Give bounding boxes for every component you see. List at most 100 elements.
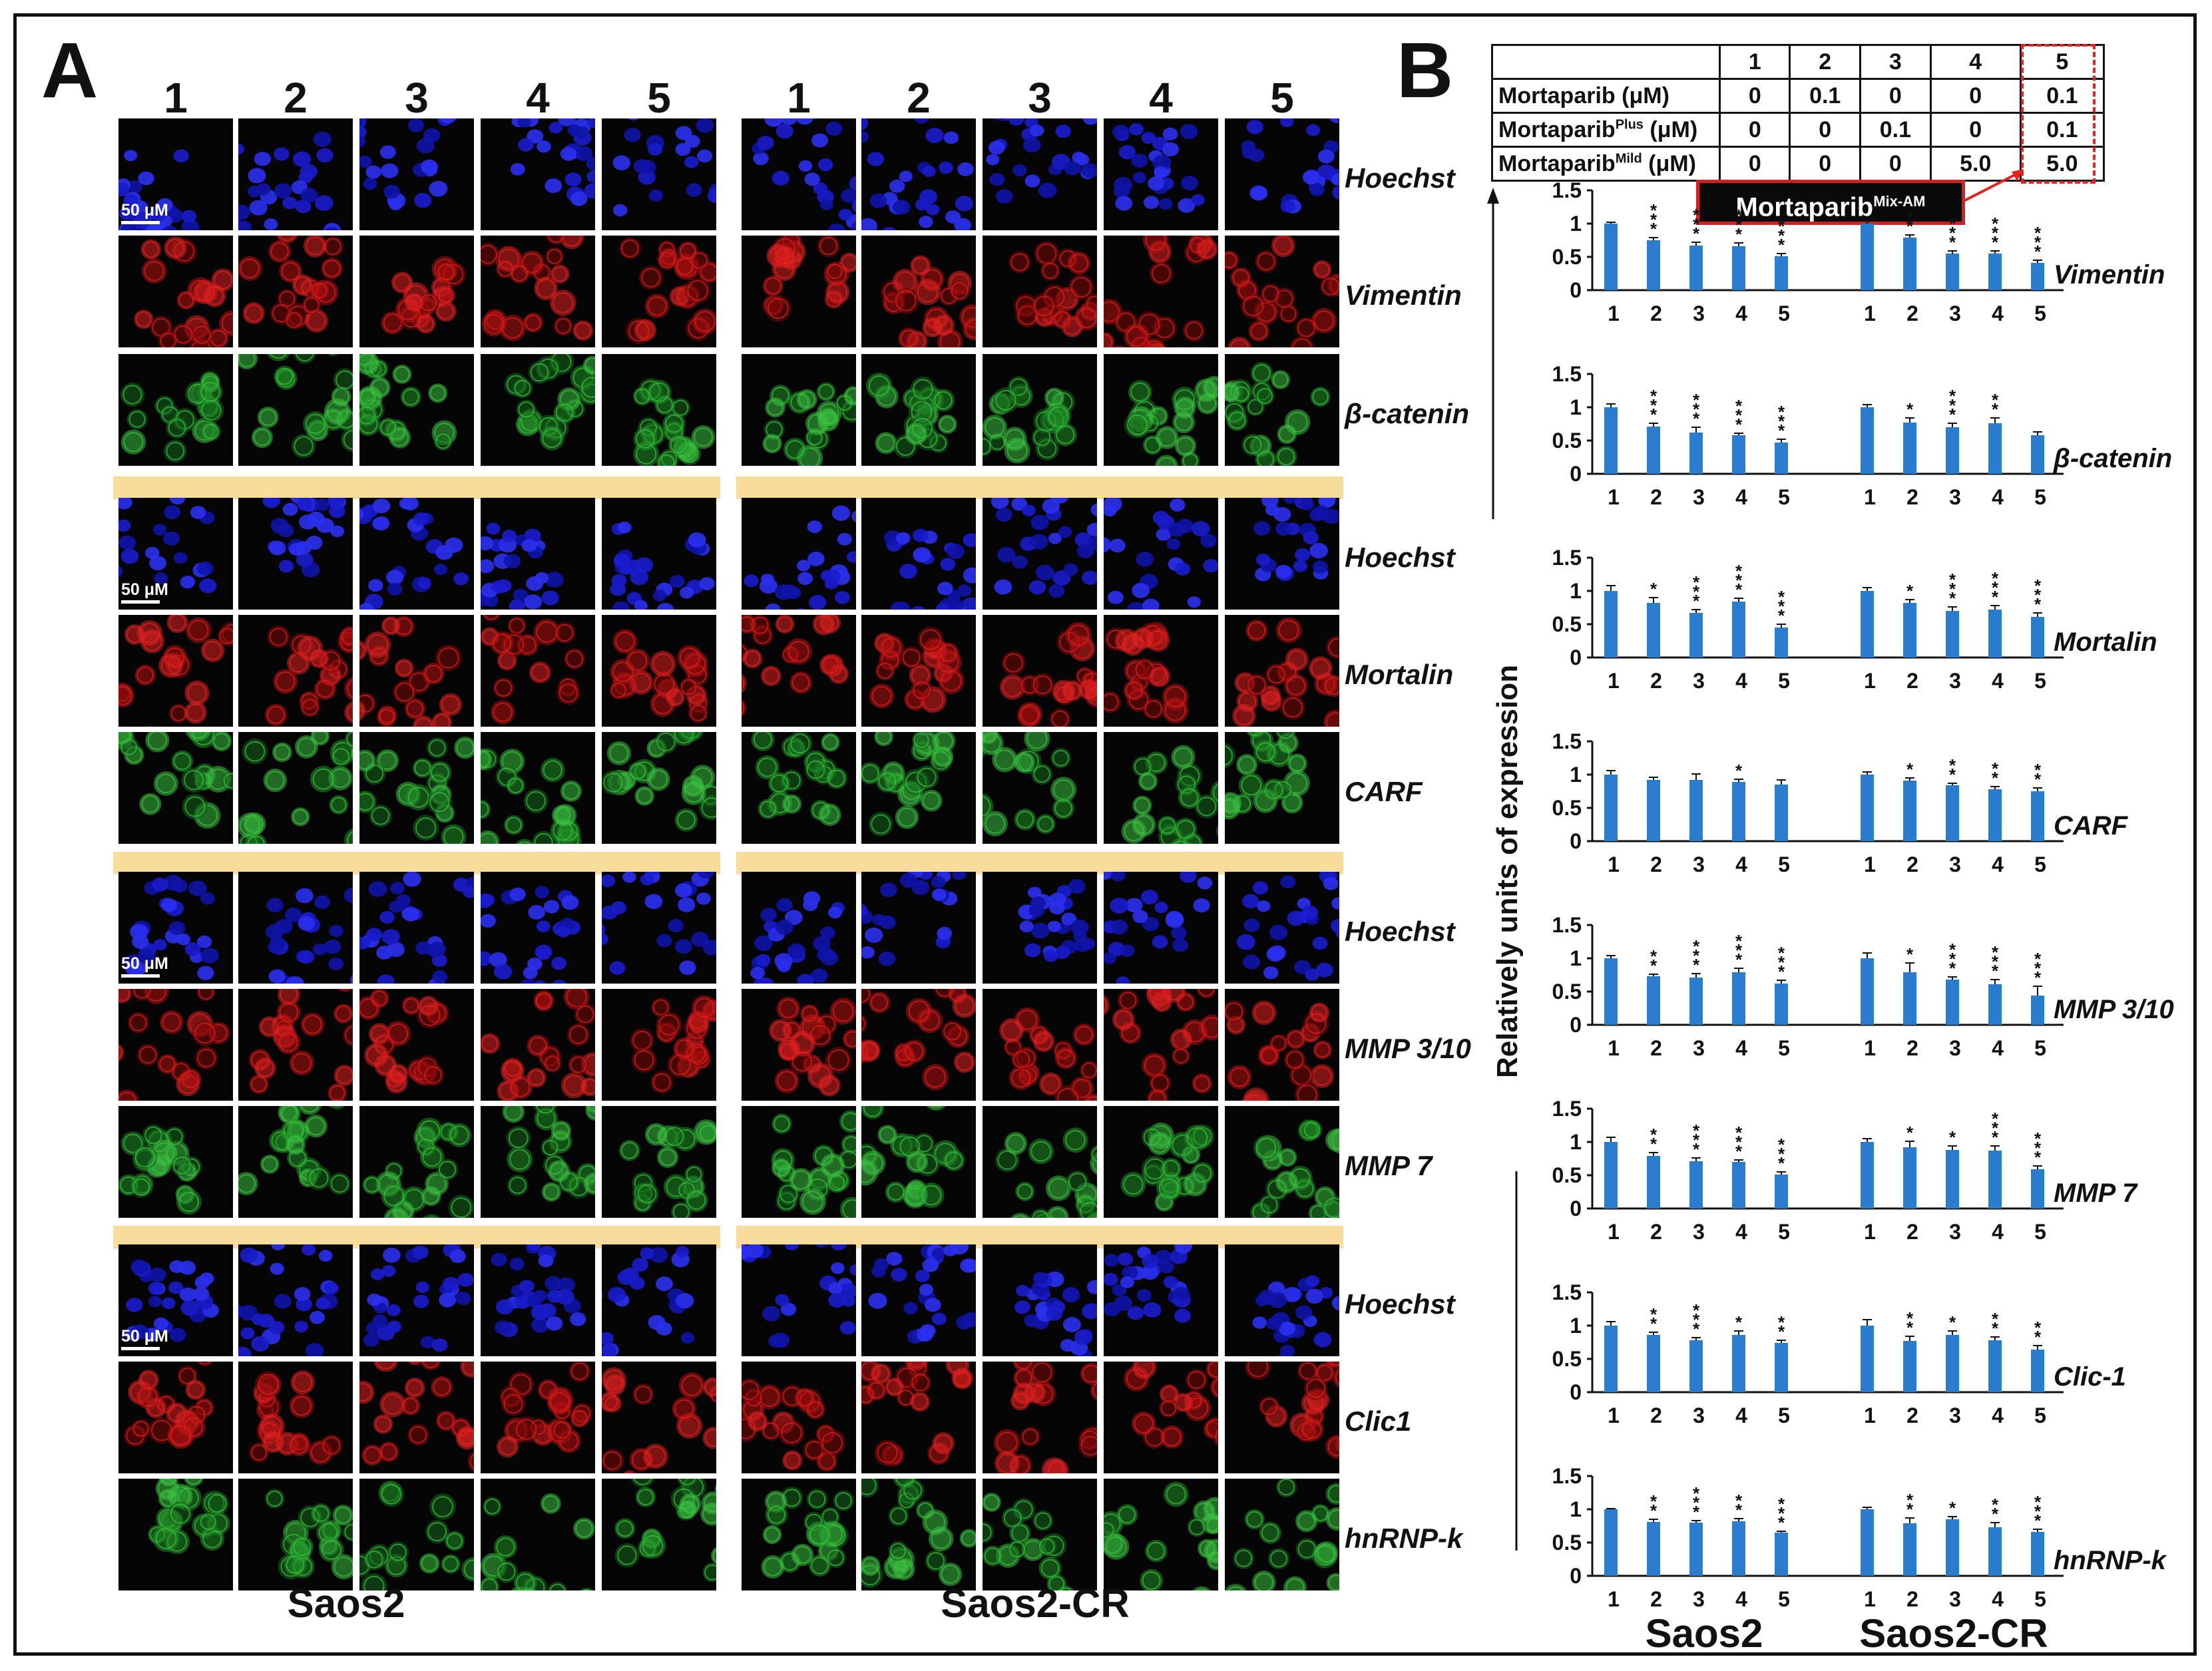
dose-cell: 0.1 bbox=[1789, 78, 1862, 114]
bar-cr-3 bbox=[1946, 980, 1959, 1025]
micrograph-red-cr-1 bbox=[742, 1362, 856, 1473]
bar-saos2-4 bbox=[1732, 246, 1745, 290]
micrograph-blue-saos2-5 bbox=[602, 872, 716, 984]
x-tick-label: 2 bbox=[1906, 1403, 1918, 1427]
x-tick-label: 3 bbox=[1949, 669, 1961, 693]
significance-mark: * bbox=[1693, 955, 1700, 975]
significance-mark: * bbox=[1778, 411, 1785, 431]
significance-mark: * bbox=[1735, 1123, 1743, 1143]
significance-mark: * bbox=[1949, 395, 1956, 415]
micrograph-blue-cr-4 bbox=[1104, 118, 1218, 230]
bar-cr-3 bbox=[1946, 1150, 1959, 1208]
x-tick-label: 5 bbox=[2034, 852, 2046, 876]
micrograph-blue-cr-3 bbox=[983, 498, 1097, 610]
x-tick-label: 1 bbox=[1864, 301, 1876, 325]
column-label-cr-5: 5 bbox=[1270, 74, 1294, 122]
bar-saos2-5 bbox=[1775, 785, 1788, 841]
micrograph-red-saos2-3 bbox=[359, 1362, 474, 1473]
significance-mark: * bbox=[2034, 1147, 2042, 1167]
significance-mark: * bbox=[1906, 759, 1914, 779]
dose-row-label: MortaparibPlus (μM) bbox=[1490, 112, 1721, 148]
mix-label: Mortaparib bbox=[1735, 192, 1874, 222]
bar-saos2-2 bbox=[1647, 240, 1660, 290]
x-tick-label: 2 bbox=[1906, 1587, 1918, 1611]
significance-mark: * bbox=[1992, 942, 1999, 962]
column-label-saos2-4: 4 bbox=[526, 74, 550, 122]
significance-mark: * bbox=[1693, 390, 1700, 410]
dose-row-label: MortaparibMild (μM) bbox=[1490, 146, 1721, 182]
significance-mark: * bbox=[1778, 606, 1785, 626]
y-tick-label: 0 bbox=[1570, 462, 1582, 486]
bar-cr-1 bbox=[1861, 224, 1874, 290]
significance-mark: * bbox=[1693, 1139, 1700, 1159]
y-tick-label: 1 bbox=[1570, 763, 1582, 787]
x-tick-label: 2 bbox=[1650, 485, 1662, 509]
chart-panel-name: β-catenin bbox=[2053, 444, 2172, 473]
micrograph-blue-cr-1 bbox=[742, 118, 856, 230]
significance-mark: * bbox=[1906, 1318, 1914, 1338]
x-tick-label: 5 bbox=[1778, 1403, 1790, 1427]
scale-bar-label: 50 μM bbox=[121, 580, 168, 599]
bar-saos2-1 bbox=[1604, 224, 1618, 290]
stain-label: β-catenin bbox=[1345, 398, 1470, 429]
dose-table-col-3: 3 bbox=[1859, 44, 1932, 80]
significance-mark: * bbox=[1778, 1144, 1785, 1164]
micrograph-blue-saos2-1 bbox=[118, 1244, 233, 1356]
x-tick-label: 5 bbox=[1778, 1587, 1790, 1611]
bar-saos2-1 bbox=[1604, 1142, 1618, 1208]
significance-mark: * bbox=[1992, 578, 1999, 598]
row-sup: Plus bbox=[1615, 117, 1644, 132]
significance-mark: * bbox=[1949, 579, 1956, 599]
significance-mark: * bbox=[1906, 399, 1914, 419]
x-tick-label: 1 bbox=[1864, 852, 1876, 876]
bar-saos2-2 bbox=[1647, 976, 1660, 1025]
micrograph-green-saos2-2 bbox=[238, 732, 353, 844]
micrograph-red-cr-3 bbox=[983, 1362, 1097, 1473]
axis-arrow-head bbox=[1487, 188, 1499, 204]
scale-bar bbox=[121, 221, 160, 224]
significance-mark: * bbox=[1650, 1304, 1658, 1324]
y-tick-label: 1 bbox=[1570, 1130, 1582, 1154]
bar-cr-2 bbox=[1903, 1147, 1916, 1208]
micrograph-green-cr-2 bbox=[861, 354, 976, 466]
micrograph-green-cr-2 bbox=[861, 1106, 976, 1218]
micrograph-blue-saos2-5 bbox=[602, 118, 716, 230]
y-tick-label: 1 bbox=[1570, 1314, 1582, 1338]
bar-cr-5 bbox=[2031, 617, 2044, 657]
micrograph-green-cr-5 bbox=[1225, 1106, 1339, 1218]
x-tick-label: 5 bbox=[1778, 852, 1790, 876]
significance-mark: * bbox=[1693, 1493, 1700, 1513]
stain-label: Hoechst bbox=[1345, 542, 1455, 573]
significance-mark: * bbox=[1693, 399, 1700, 419]
significance-mark: * bbox=[1650, 405, 1658, 425]
bar-cr-5 bbox=[2031, 1532, 2044, 1576]
micrograph-green-cr-3 bbox=[983, 732, 1097, 844]
bar-cr-3 bbox=[1946, 1335, 1959, 1392]
scale-bar bbox=[121, 1347, 160, 1350]
significance-mark: * bbox=[1650, 219, 1658, 239]
bar-saos2-3 bbox=[1689, 246, 1703, 290]
x-tick-label: 3 bbox=[1949, 301, 1961, 325]
significance-mark: * bbox=[1693, 572, 1700, 592]
bar-cr-5 bbox=[2031, 791, 2044, 841]
bar-saos2-1 bbox=[1604, 591, 1618, 657]
micrograph-blue-saos2-3 bbox=[359, 872, 474, 984]
significance-mark: * bbox=[1949, 588, 1956, 608]
significance-mark: * bbox=[1650, 200, 1658, 220]
x-tick-label: 5 bbox=[1778, 1036, 1790, 1060]
significance-mark: * bbox=[1693, 1502, 1700, 1522]
micrograph-green-saos2-4 bbox=[481, 1479, 595, 1590]
x-tick-label: 1 bbox=[1864, 1403, 1876, 1427]
micrograph-red-cr-4 bbox=[1104, 1362, 1218, 1473]
x-tick-label: 5 bbox=[1778, 301, 1790, 325]
micrograph-green-cr-1 bbox=[742, 1479, 856, 1590]
micrograph-blue-cr-2 bbox=[861, 118, 976, 230]
stain-label: Hoechst bbox=[1345, 1288, 1455, 1320]
micrograph-blue-saos2-2 bbox=[238, 498, 353, 610]
x-tick-label: 3 bbox=[1693, 1403, 1705, 1427]
stain-label: Hoechst bbox=[1345, 162, 1455, 194]
micrograph-red-cr-2 bbox=[861, 236, 976, 347]
micrograph-green-cr-1 bbox=[742, 1106, 856, 1218]
x-tick-label: 3 bbox=[1693, 1036, 1705, 1060]
